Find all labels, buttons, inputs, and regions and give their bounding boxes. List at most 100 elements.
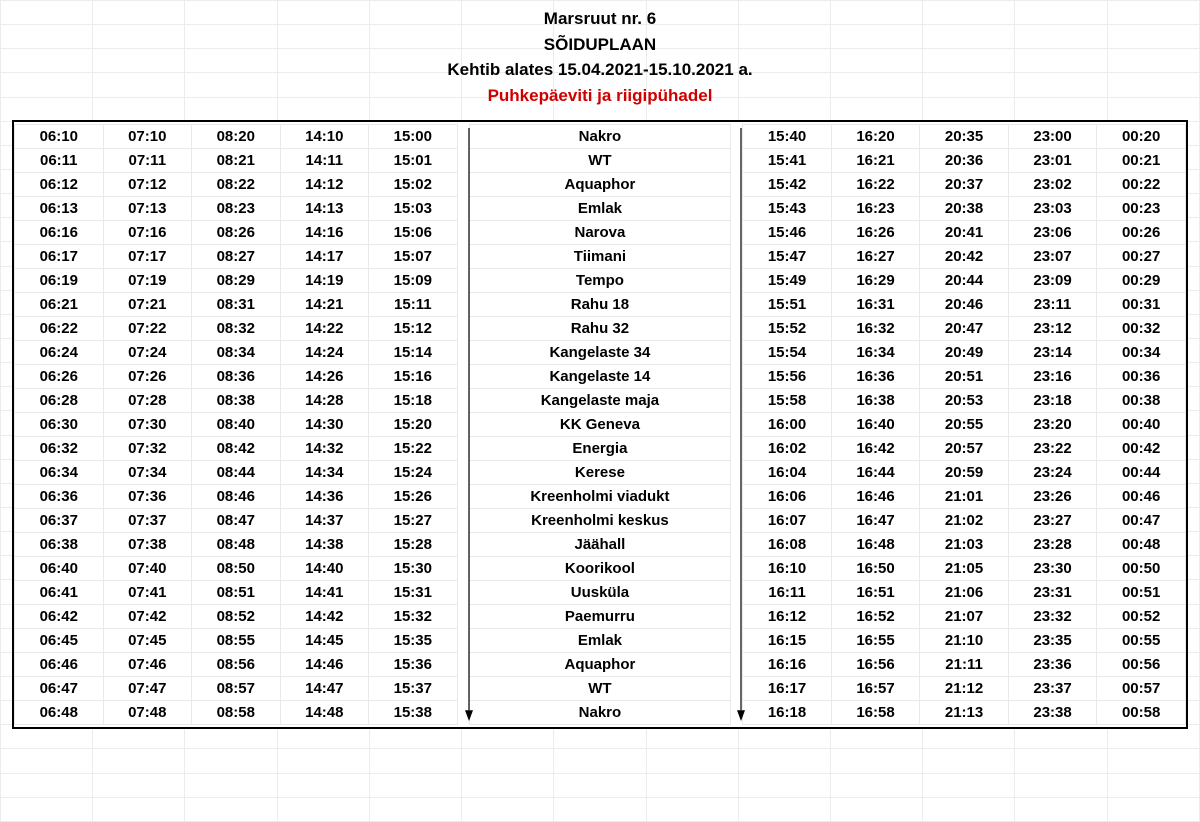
time-cell: 08:38 bbox=[192, 389, 281, 413]
stop-name-cell: Emlak bbox=[469, 197, 731, 221]
time-cell: 16:29 bbox=[831, 269, 920, 293]
time-cell: 16:52 bbox=[831, 605, 920, 629]
time-cell: 00:50 bbox=[1097, 557, 1186, 581]
stop-name-cell: Narova bbox=[469, 221, 731, 245]
arrow-spacer bbox=[731, 269, 743, 293]
time-cell: 07:11 bbox=[103, 149, 192, 173]
time-cell: 06:42 bbox=[15, 605, 104, 629]
time-cell: 16:31 bbox=[831, 293, 920, 317]
arrow-spacer bbox=[457, 485, 469, 509]
time-cell: 15:38 bbox=[369, 701, 458, 725]
arrow-spacer bbox=[457, 389, 469, 413]
table-row: 06:4807:4808:5814:4815:38Nakro16:1816:58… bbox=[15, 701, 1186, 725]
time-cell: 15:35 bbox=[369, 629, 458, 653]
time-cell: 07:24 bbox=[103, 341, 192, 365]
arrow-spacer bbox=[457, 341, 469, 365]
time-cell: 06:19 bbox=[15, 269, 104, 293]
time-cell: 23:32 bbox=[1008, 605, 1097, 629]
time-cell: 15:31 bbox=[369, 581, 458, 605]
time-cell: 16:44 bbox=[831, 461, 920, 485]
stop-name-cell: Kangelaste 14 bbox=[469, 365, 731, 389]
time-cell: 07:17 bbox=[103, 245, 192, 269]
route-number: Marsruut nr. 6 bbox=[0, 6, 1200, 32]
time-cell: 14:34 bbox=[280, 461, 369, 485]
arrow-spacer bbox=[731, 701, 743, 725]
time-cell: 16:32 bbox=[831, 317, 920, 341]
time-cell: 23:24 bbox=[1008, 461, 1097, 485]
arrow-spacer bbox=[457, 461, 469, 485]
time-cell: 08:36 bbox=[192, 365, 281, 389]
time-cell: 16:55 bbox=[831, 629, 920, 653]
table-row: 06:2807:2808:3814:2815:18Kangelaste maja… bbox=[15, 389, 1186, 413]
stop-name-cell: WT bbox=[469, 677, 731, 701]
time-cell: 00:22 bbox=[1097, 173, 1186, 197]
time-cell: 08:50 bbox=[192, 557, 281, 581]
time-cell: 16:02 bbox=[743, 437, 832, 461]
arrow-spacer bbox=[457, 437, 469, 461]
arrow-spacer bbox=[731, 365, 743, 389]
arrow-spacer bbox=[731, 533, 743, 557]
time-cell: 23:14 bbox=[1008, 341, 1097, 365]
time-cell: 15:42 bbox=[743, 173, 832, 197]
time-cell: 16:00 bbox=[743, 413, 832, 437]
time-cell: 15:26 bbox=[369, 485, 458, 509]
arrow-spacer bbox=[457, 365, 469, 389]
arrow-spacer bbox=[457, 653, 469, 677]
time-cell: 06:41 bbox=[15, 581, 104, 605]
time-cell: 08:32 bbox=[192, 317, 281, 341]
time-cell: 07:12 bbox=[103, 173, 192, 197]
time-cell: 08:23 bbox=[192, 197, 281, 221]
time-cell: 07:45 bbox=[103, 629, 192, 653]
time-cell: 08:26 bbox=[192, 221, 281, 245]
time-cell: 07:34 bbox=[103, 461, 192, 485]
time-cell: 06:46 bbox=[15, 653, 104, 677]
time-cell: 20:38 bbox=[920, 197, 1009, 221]
time-cell: 16:20 bbox=[831, 125, 920, 149]
schedule-table-frame: 06:1007:1008:2014:1015:00Nakro15:4016:20… bbox=[12, 120, 1188, 729]
table-row: 06:3707:3708:4714:3715:27Kreenholmi kesk… bbox=[15, 509, 1186, 533]
time-cell: 08:48 bbox=[192, 533, 281, 557]
time-cell: 15:32 bbox=[369, 605, 458, 629]
table-row: 06:2107:2108:3114:2115:11Rahu 1815:5116:… bbox=[15, 293, 1186, 317]
time-cell: 15:18 bbox=[369, 389, 458, 413]
time-cell: 16:10 bbox=[743, 557, 832, 581]
time-cell: 23:00 bbox=[1008, 125, 1097, 149]
time-cell: 16:12 bbox=[743, 605, 832, 629]
time-cell: 07:30 bbox=[103, 413, 192, 437]
arrow-spacer bbox=[731, 149, 743, 173]
time-cell: 21:03 bbox=[920, 533, 1009, 557]
arrow-spacer bbox=[457, 149, 469, 173]
stop-name-cell: KK Geneva bbox=[469, 413, 731, 437]
time-cell: 16:38 bbox=[831, 389, 920, 413]
time-cell: 08:47 bbox=[192, 509, 281, 533]
time-cell: 07:42 bbox=[103, 605, 192, 629]
time-cell: 06:11 bbox=[15, 149, 104, 173]
time-cell: 00:57 bbox=[1097, 677, 1186, 701]
time-cell: 16:48 bbox=[831, 533, 920, 557]
arrow-spacer bbox=[457, 413, 469, 437]
time-cell: 00:56 bbox=[1097, 653, 1186, 677]
time-cell: 20:46 bbox=[920, 293, 1009, 317]
time-cell: 00:26 bbox=[1097, 221, 1186, 245]
time-cell: 15:47 bbox=[743, 245, 832, 269]
time-cell: 06:12 bbox=[15, 173, 104, 197]
arrow-spacer bbox=[457, 269, 469, 293]
time-cell: 14:37 bbox=[280, 509, 369, 533]
table-row: 06:1107:1108:2114:1115:01WT15:4116:2120:… bbox=[15, 149, 1186, 173]
time-cell: 07:13 bbox=[103, 197, 192, 221]
title-schedule: SÕIDUPLAAN bbox=[0, 32, 1200, 58]
arrow-spacer bbox=[731, 509, 743, 533]
stop-name-cell: Nakro bbox=[469, 125, 731, 149]
time-cell: 15:54 bbox=[743, 341, 832, 365]
time-cell: 08:58 bbox=[192, 701, 281, 725]
time-cell: 14:17 bbox=[280, 245, 369, 269]
time-cell: 07:36 bbox=[103, 485, 192, 509]
time-cell: 16:06 bbox=[743, 485, 832, 509]
time-cell: 23:38 bbox=[1008, 701, 1097, 725]
arrow-spacer bbox=[731, 173, 743, 197]
arrow-spacer bbox=[731, 605, 743, 629]
time-cell: 16:40 bbox=[831, 413, 920, 437]
time-cell: 16:04 bbox=[743, 461, 832, 485]
time-cell: 00:27 bbox=[1097, 245, 1186, 269]
time-cell: 16:42 bbox=[831, 437, 920, 461]
